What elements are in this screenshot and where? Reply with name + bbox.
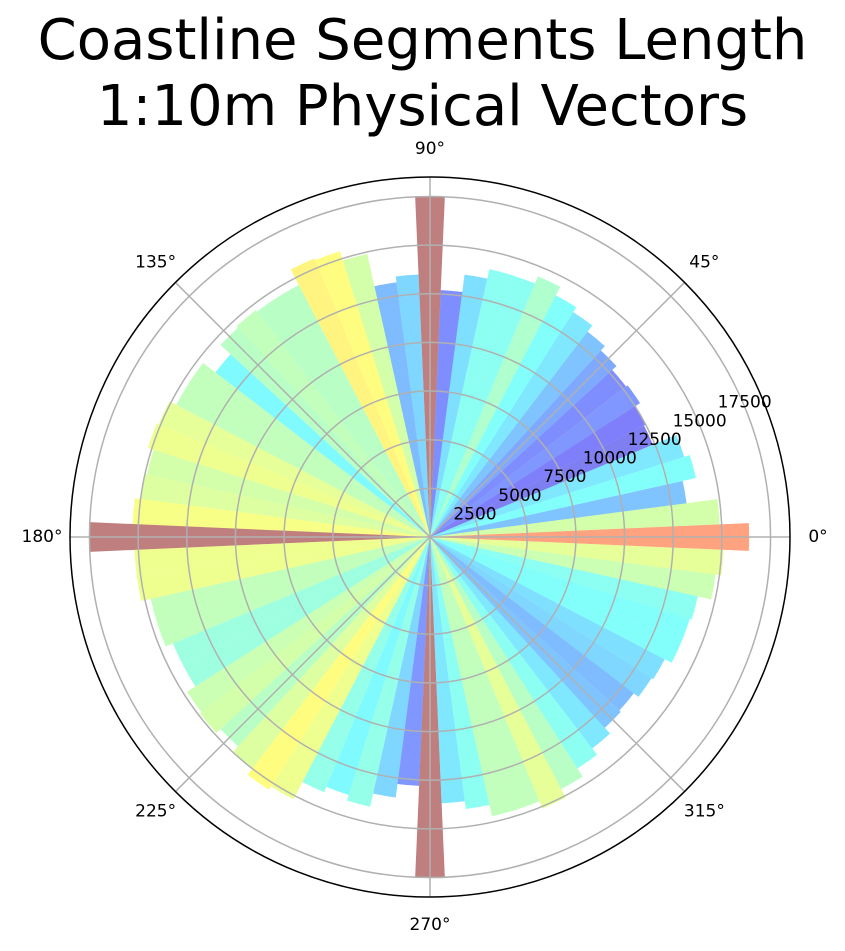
bar [430,370,627,537]
chart-title-line-2: 1:10m Physical Vectors [96,74,749,139]
r-tick-label: 2500 [453,504,496,524]
bar [430,537,698,620]
r-tick-label: 10000 [583,449,637,469]
bar [395,274,430,537]
bar [430,537,583,790]
bar [157,537,430,647]
bar [430,537,490,810]
bar [176,383,430,537]
bar [146,449,430,537]
bar [430,455,696,537]
theta-tick-label: 315° [684,801,725,821]
bar [199,537,430,733]
bar [140,473,431,537]
bar [430,331,605,537]
bar [342,253,430,537]
bar [397,537,430,786]
bar [188,362,430,537]
r-tick-label: 17500 [718,393,772,413]
bar [172,537,430,666]
bar [271,537,430,800]
theta-tick-label: 270° [410,915,451,935]
tick-labels-layer: 0° 45° 90° 135° 180° 225° 270° 315° 250050007500… [22,139,828,935]
bar [430,537,690,642]
bar [430,312,593,537]
theta-tick-label: 45° [689,253,719,273]
theta-tick-label: 225° [135,801,176,821]
theta-tick-label: 0° [808,527,827,547]
bar [430,480,687,537]
bar [430,434,685,537]
bar [430,537,465,804]
bar [430,537,682,663]
bar [183,537,430,687]
r-tick-label: 15000 [673,411,727,431]
bar [247,537,430,790]
bar [136,537,430,602]
r-tick-label: 7500 [543,467,586,487]
bar [430,537,598,769]
grid-spoke [174,281,431,538]
bar [430,537,611,749]
bar [290,258,430,537]
bar [430,537,665,680]
bar [158,401,430,537]
grid-spoke [174,536,431,793]
bar [430,537,634,711]
theta-tick-label: 180° [22,527,63,547]
bar [374,282,430,537]
bar [257,297,430,537]
bar [232,537,430,769]
bar [430,537,724,576]
bar [215,354,430,537]
bar [373,537,430,798]
bar [430,274,488,537]
bar [430,425,653,537]
r-tick-label: 12500 [628,430,682,450]
grid-layer [69,176,791,898]
bar [236,310,430,537]
polar-frame [69,176,791,898]
r-tick-label: 5000 [498,486,541,506]
bar [430,537,540,810]
grid-spoke [429,281,686,538]
bar [346,537,430,807]
bar [147,423,430,537]
bar [430,290,463,537]
grid-spoke [429,536,686,793]
bar [134,537,430,576]
bar [430,537,566,809]
bar [326,537,430,795]
bar [430,275,535,537]
bar [132,498,431,537]
bar [277,284,430,537]
bars-layer [89,196,750,878]
bar [187,537,430,713]
bar [430,537,652,697]
theta-tick-label: 135° [135,253,176,273]
chart-title-line-1: Coastline Segments Length [37,8,808,73]
theta-tick-label: 90° [415,139,445,159]
bar [302,537,430,793]
bar [430,295,577,537]
bar [430,269,513,537]
bar [430,406,646,537]
bar [315,251,430,537]
